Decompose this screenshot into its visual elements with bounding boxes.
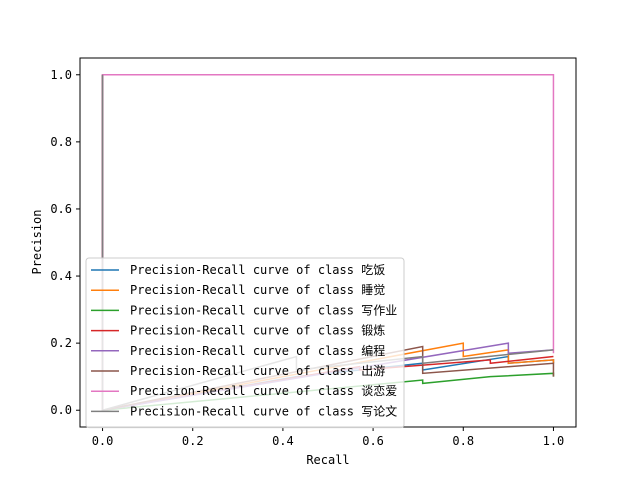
y-tick-label: 0.4	[50, 269, 72, 283]
legend-entry-label: Precision-Recall curve of class 谈恋爱	[130, 383, 397, 398]
x-tick-label: 1.0	[543, 434, 565, 448]
y-tick-label: 1.0	[50, 68, 72, 82]
legend-entry-label: Precision-Recall curve of class 编程	[130, 343, 385, 358]
y-axis-ticks: 0.0 0.2 0.4 0.6 0.8 1.0	[50, 68, 80, 417]
y-tick-label: 0.0	[50, 403, 72, 417]
legend-entry-label: Precision-Recall curve of class 吃饭	[130, 263, 385, 277]
x-tick-label: 0.4	[272, 434, 294, 448]
y-axis-label: Precision	[30, 209, 44, 274]
x-tick-label: 0.2	[182, 434, 204, 448]
y-tick-label: 0.6	[50, 202, 72, 216]
y-tick-label: 0.8	[50, 135, 72, 149]
x-axis-ticks: 0.0 0.2 0.4 0.6 0.8 1.0	[92, 427, 565, 448]
y-tick-label: 0.2	[50, 336, 72, 350]
legend-entry-label: Precision-Recall curve of class 写作业	[130, 303, 397, 317]
legend-box	[85, 257, 405, 429]
x-axis-label: Recall	[306, 453, 349, 467]
x-tick-label: 0.6	[362, 434, 384, 448]
legend: Precision-Recall curve of class 吃饭 Precis…	[85, 257, 405, 429]
x-tick-label: 0.8	[452, 434, 474, 448]
legend-entry-label: Precision-Recall curve of class 出游	[130, 364, 385, 378]
legend-entry-label: Precision-Recall curve of class 锻炼	[130, 323, 385, 338]
legend-entry-label: Precision-Recall curve of class 睡觉	[130, 283, 385, 297]
x-tick-label: 0.0	[92, 434, 114, 448]
legend-entry-label: Precision-Recall curve of class 写论文	[130, 403, 397, 418]
